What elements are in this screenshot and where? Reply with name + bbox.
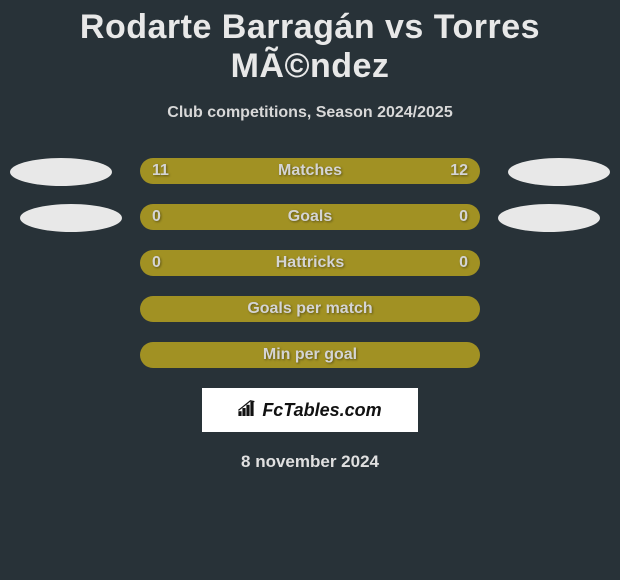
stat-label: Goals per match	[140, 300, 480, 318]
stat-row: 11Matches12	[0, 158, 620, 186]
avatar-left	[20, 204, 122, 232]
stat-row: Goals per match	[0, 296, 620, 324]
stat-row: Min per goal	[0, 342, 620, 370]
date-text: 8 november 2024	[0, 452, 620, 472]
avatar-right	[508, 158, 610, 186]
logo-content: FcTables.com	[238, 400, 381, 421]
stat-label: Hattricks	[140, 254, 480, 272]
stat-bar: Goals per match	[140, 296, 480, 322]
avatar-left	[10, 158, 112, 186]
stat-label: Min per goal	[140, 346, 480, 364]
logo-box: FcTables.com	[202, 388, 418, 432]
stats-section: 11Matches120Goals00Hattricks0Goals per m…	[0, 158, 620, 370]
stat-bar: 0Hattricks0	[140, 250, 480, 276]
avatar-right	[498, 204, 600, 232]
stat-value-right: 12	[450, 162, 468, 180]
stat-value-right: 0	[459, 208, 468, 226]
stat-row: 0Goals0	[0, 204, 620, 232]
stat-label: Matches	[140, 162, 480, 180]
bar-chart-icon	[238, 400, 258, 421]
page-title: Rodarte Barragán vs Torres MÃ©ndez	[0, 8, 620, 86]
stat-value-right: 0	[459, 254, 468, 272]
stat-bar: 11Matches12	[140, 158, 480, 184]
stat-bar: Min per goal	[140, 342, 480, 368]
stat-bar: 0Goals0	[140, 204, 480, 230]
stat-label: Goals	[140, 208, 480, 226]
stat-row: 0Hattricks0	[0, 250, 620, 278]
main-container: Rodarte Barragán vs Torres MÃ©ndez Club …	[0, 0, 620, 472]
logo-text: FcTables.com	[262, 400, 381, 421]
page-subtitle: Club competitions, Season 2024/2025	[0, 104, 620, 122]
